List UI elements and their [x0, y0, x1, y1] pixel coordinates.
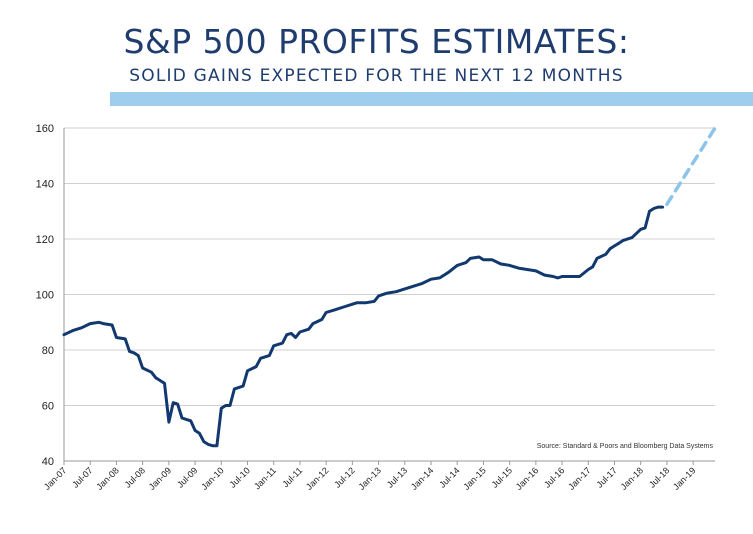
chart-axes [63, 128, 715, 462]
y-axis-ticks: 40 60 80 100 120 140 160 [36, 123, 54, 468]
x-tick-label: Jan-16 [514, 465, 541, 492]
chart-subtitle: SOLID GAINS EXPECTED FOR THE NEXT 12 MON… [129, 66, 624, 86]
x-tick-label: Jul-14 [437, 465, 461, 489]
x-tick-label: Jan-08 [94, 465, 121, 492]
x-tick-label: Jul-09 [175, 465, 199, 489]
x-tick-label: Jul-12 [332, 465, 356, 489]
y-tick-label: 60 [42, 401, 54, 413]
y-tick-label: 40 [42, 456, 54, 468]
y-tick-label: 100 [36, 290, 54, 302]
x-tick-label: Jul-18 [647, 465, 671, 489]
grid-lines [64, 127, 715, 406]
x-tick-label: Jul-17 [595, 465, 619, 489]
x-tick-label: Jan-10 [199, 465, 226, 492]
x-tick-label: Jul-15 [490, 465, 514, 489]
title-divider-band [110, 92, 753, 106]
y-tick-label: 140 [36, 179, 54, 191]
x-tick-label: Jul-10 [228, 465, 252, 489]
y-tick-label: 120 [36, 234, 54, 246]
x-tick-label: Jan-15 [461, 465, 488, 492]
x-tick-label: Jan-13 [356, 465, 383, 492]
x-tick-label: Jul-08 [123, 465, 147, 489]
x-tick-label: Jan-12 [304, 465, 331, 492]
x-tick-label: Jul-07 [70, 465, 94, 489]
source-note: Source: Standard & Poors and Bloomberg D… [537, 443, 714, 450]
x-axis-ticks: Jan-07 Jul-07 Jan-08 Jul-08 Jan-09 Jul-09 Jan-… [42, 461, 698, 492]
x-tick-label: Jan-19 [671, 465, 698, 492]
earnings-estimate-line [62, 205, 665, 448]
x-tick-label: Jul-16 [542, 465, 566, 489]
x-tick-label: Jul-11 [280, 465, 304, 489]
x-tick-label: Jan-07 [42, 465, 69, 492]
chart-series [62, 126, 717, 448]
x-tick-label: Jan-14 [409, 465, 436, 492]
x-tick-label: Jan-18 [619, 465, 646, 492]
x-tick-label: Jan-09 [147, 465, 174, 492]
forecast-line [665, 126, 717, 207]
y-tick-label: 160 [36, 123, 54, 135]
y-tick-label: 80 [42, 345, 54, 357]
x-tick-label: Jan-11 [252, 465, 278, 491]
x-tick-label: Jan-17 [566, 465, 593, 492]
chart-title: S&P 500 PROFITS ESTIMATES: [123, 22, 630, 61]
x-tick-label: Jul-13 [385, 465, 409, 489]
